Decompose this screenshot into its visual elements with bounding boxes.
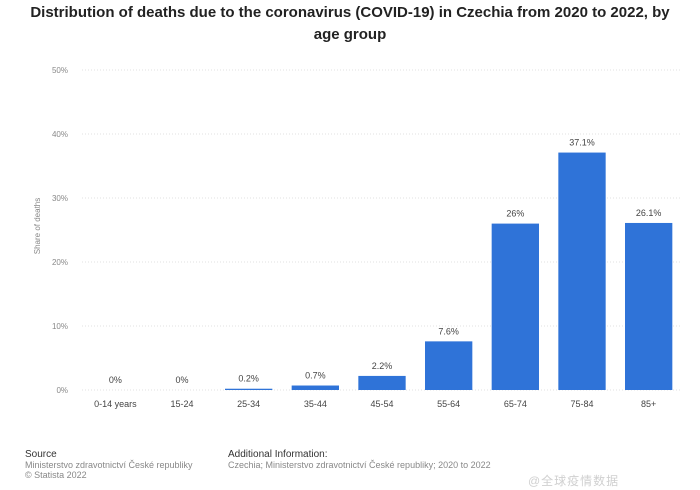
additional-info-block: Additional Information: Czechia; Ministe… [228, 449, 491, 470]
bar[interactable] [425, 341, 473, 390]
additional-info-line-1: Czechia; Ministerstvo zdravotnictví Česk… [228, 460, 491, 470]
bar[interactable] [625, 222, 673, 390]
x-tick-label: 45-54 [370, 399, 393, 409]
x-tick-label: 35-44 [304, 399, 327, 409]
y-tick-label: 50% [52, 66, 68, 75]
bar[interactable] [358, 375, 406, 390]
x-tick-label: 25-34 [237, 399, 260, 409]
x-tick-label: 15-24 [170, 399, 193, 409]
y-tick-label: 0% [56, 386, 68, 395]
data-label: 0.2% [238, 374, 259, 384]
x-tick-label: 0-14 years [94, 399, 137, 409]
source-heading: Source [25, 449, 57, 460]
bar[interactable] [558, 152, 606, 390]
source-block: Source Ministerstvo zdravotnictví České … [25, 449, 193, 480]
data-labels: 0% 0% 0.2% 0.7% 2.2% 7.6% 26% 37.1% 26.1% [109, 138, 662, 385]
data-label: 0% [175, 375, 188, 385]
data-label: 7.6% [438, 326, 459, 336]
y-tick-label: 10% [52, 322, 68, 331]
data-label: 26% [506, 209, 524, 219]
bar[interactable] [225, 388, 273, 390]
x-tick-label: 65-74 [504, 399, 527, 409]
data-label: 26.1% [636, 208, 662, 218]
y-axis-label: Share of deaths [33, 198, 42, 254]
source-line-2: © Statista 2022 [25, 470, 87, 480]
x-axis-ticks: 0-14 years 15-24 25-34 35-44 45-54 55-64 65-74… [94, 399, 656, 409]
additional-info-heading: Additional Information: [228, 449, 328, 460]
data-label: 37.1% [569, 138, 595, 148]
bar[interactable] [291, 385, 339, 390]
bar[interactable] [491, 223, 539, 390]
source-line-1: Ministerstvo zdravotnictví České republi… [25, 460, 193, 470]
y-tick-label: 40% [52, 130, 68, 139]
x-tick-label: 55-64 [437, 399, 460, 409]
chart-title: Distribution of deaths due to the corona… [30, 4, 670, 43]
watermark: @全球疫情数据 [528, 474, 620, 488]
y-tick-label: 20% [52, 258, 68, 267]
x-tick-label: 85+ [641, 399, 656, 409]
y-tick-label: 30% [52, 194, 68, 203]
data-label: 2.2% [372, 361, 393, 371]
y-axis-ticks: 0% 10% 20% 30% 40% 50% [52, 66, 68, 395]
bar-chart: 0% 10% 20% 30% 40% 50% 0% 0% 0.2% 0.7% 2.2% 7.6% 26… [33, 66, 682, 409]
data-label: 0% [109, 375, 122, 385]
data-label: 0.7% [305, 371, 326, 381]
x-tick-label: 75-84 [570, 399, 593, 409]
bars [225, 152, 673, 390]
